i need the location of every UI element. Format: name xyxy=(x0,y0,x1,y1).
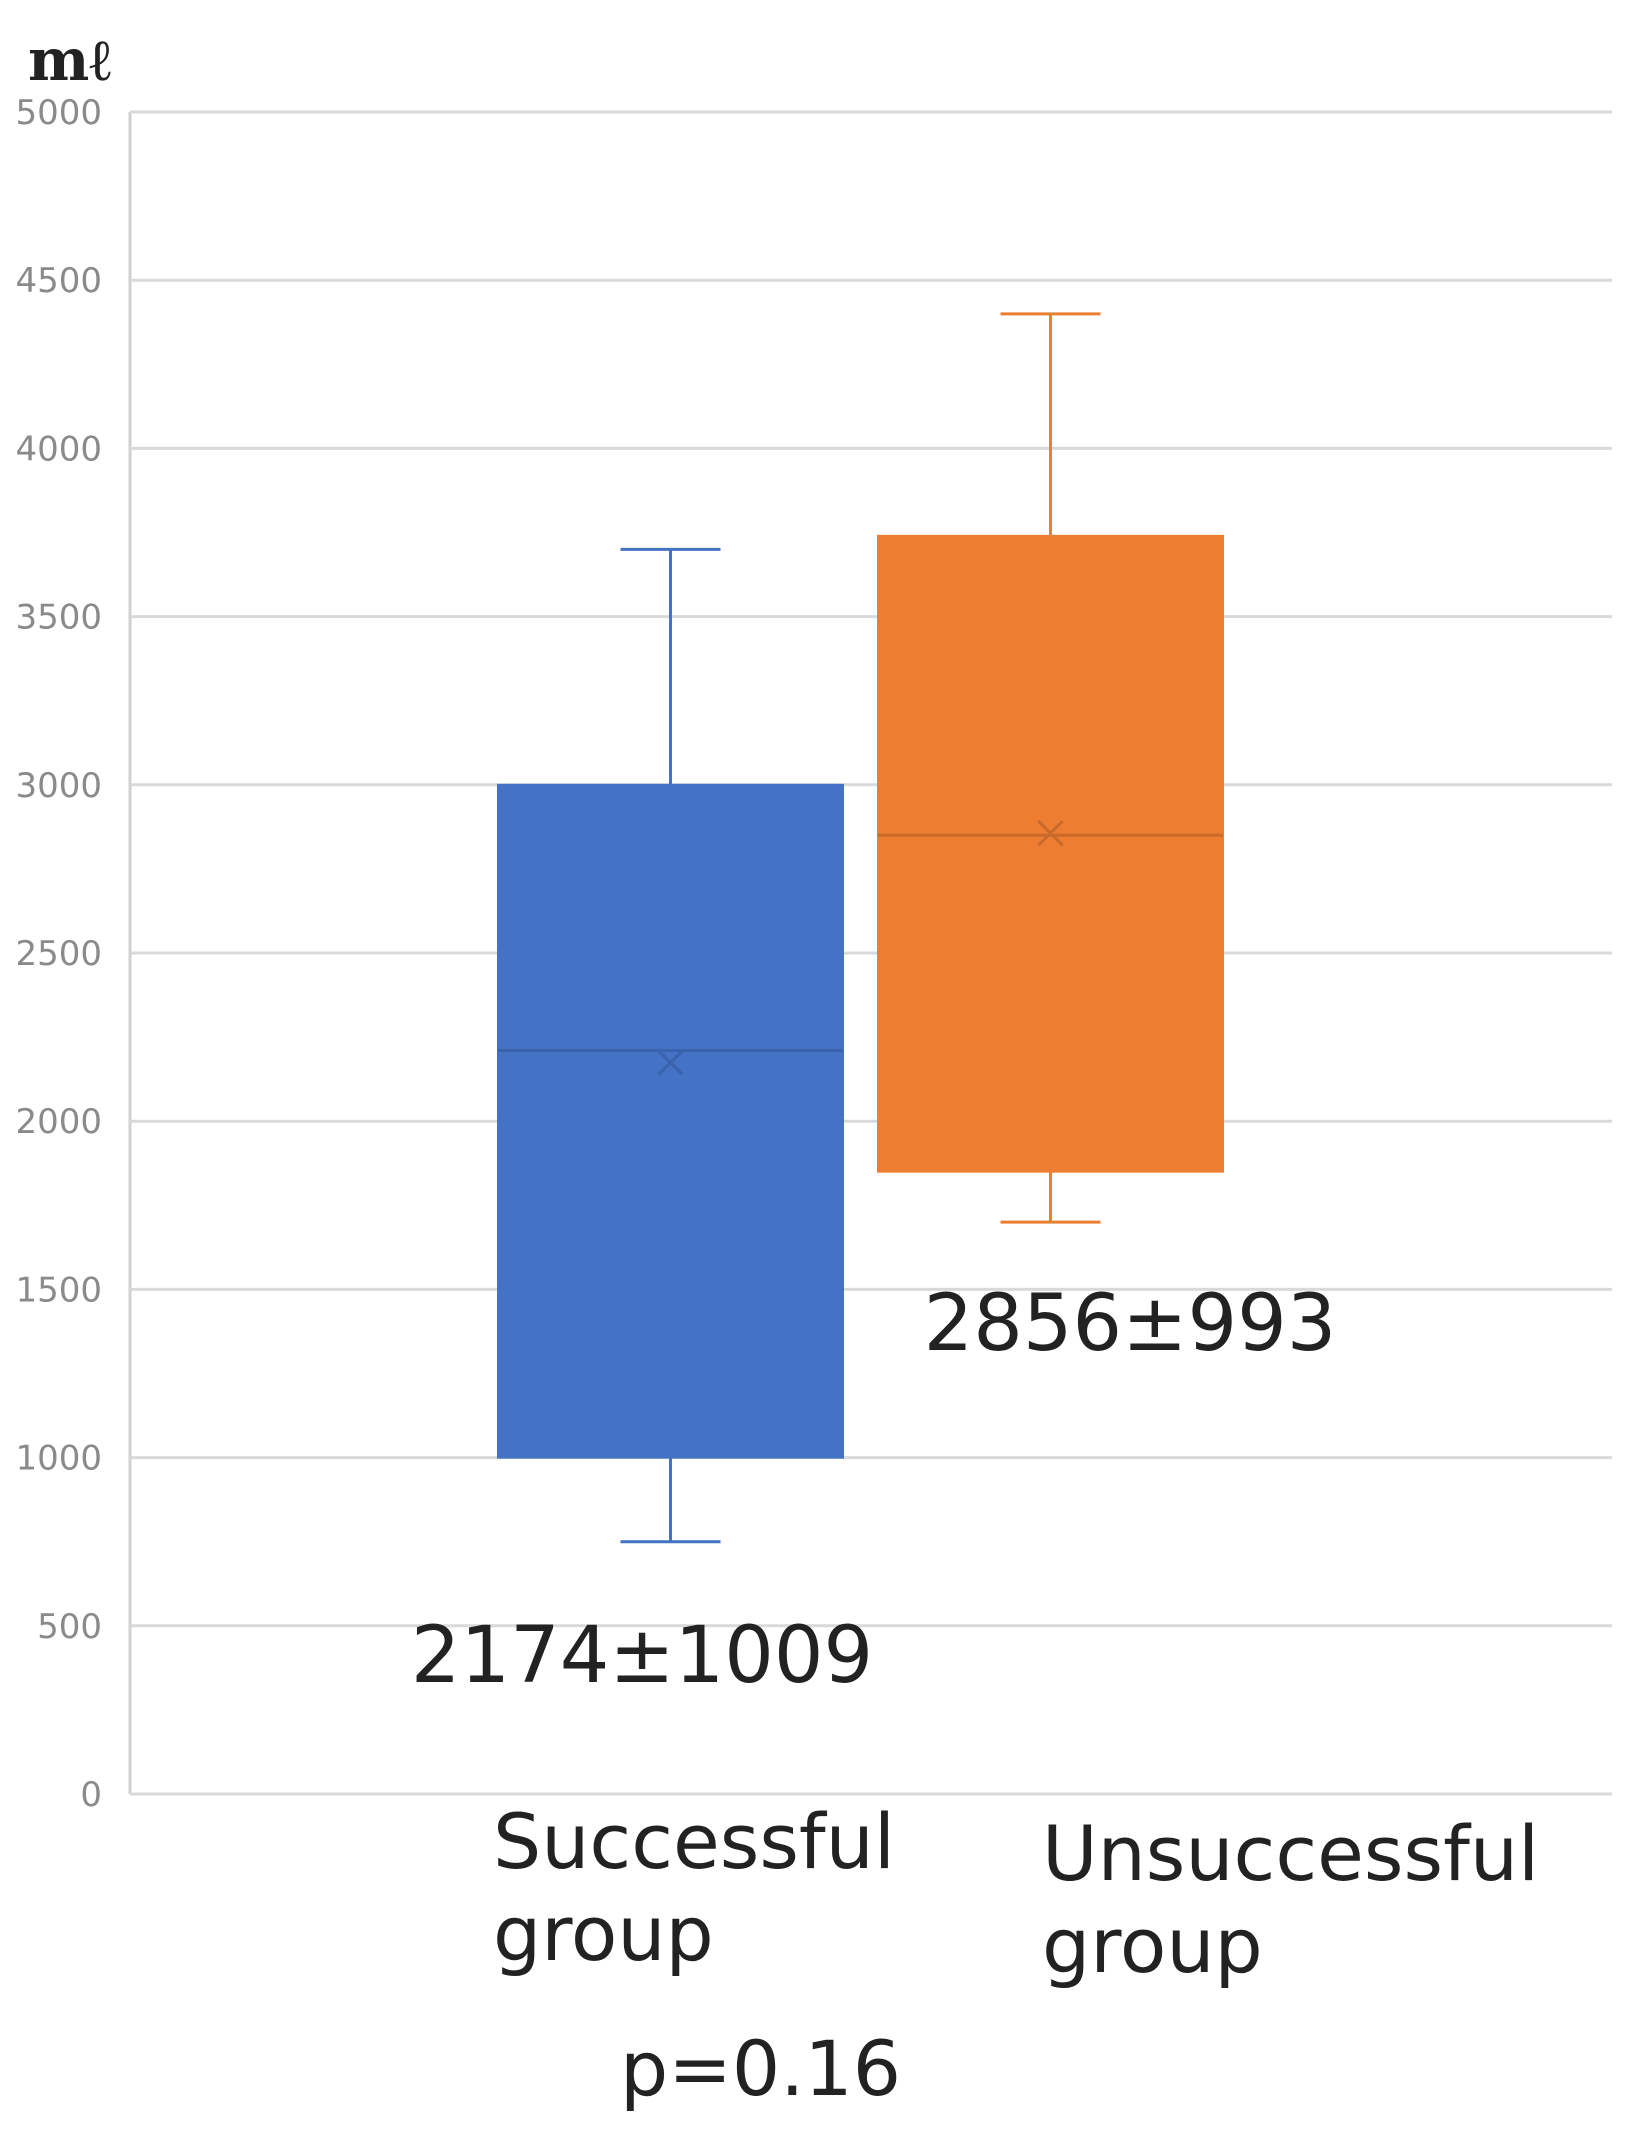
stat-annotations: 2174±1009 2856±993 xyxy=(411,1279,1337,1701)
y-tick-label: 5000 xyxy=(15,93,102,133)
y-tick-label: 500 xyxy=(37,1607,102,1647)
y-axis-unit-label: mℓ xyxy=(28,26,111,94)
stat-annotation: 2856±993 xyxy=(924,1279,1337,1369)
category-label-line: group xyxy=(493,1889,714,1978)
y-tick-label: 4500 xyxy=(15,261,102,301)
y-tick-label: 3500 xyxy=(15,598,102,638)
iqr-box xyxy=(877,534,1224,1173)
gridlines xyxy=(128,110,1612,1796)
y-tick-label: 0 xyxy=(80,1775,102,1815)
y-tick-label: 1000 xyxy=(15,1439,102,1479)
stat-annotation: 2174±1009 xyxy=(411,1611,873,1701)
box-successful xyxy=(497,547,844,1544)
y-tick-label: 4000 xyxy=(15,429,102,469)
category-label-line: Successful xyxy=(493,1797,895,1886)
y-tick-label: 1500 xyxy=(15,1270,102,1310)
category-label-line: group xyxy=(1042,1901,1263,1990)
y-tick-label: 3000 xyxy=(15,766,102,806)
y-tick-label: 2000 xyxy=(15,1102,102,1142)
mean-marker xyxy=(1037,820,1064,847)
p-value-label: p=0.16 xyxy=(620,2024,901,2113)
box-unsuccessful xyxy=(877,312,1224,1224)
boxes xyxy=(497,312,1224,1544)
y-tick-label: 2500 xyxy=(15,934,102,974)
mean-marker xyxy=(657,1049,684,1076)
category-label-line: Unsuccessful xyxy=(1042,1809,1539,1898)
iqr-box xyxy=(497,783,844,1459)
y-axis-ticks: 0 500 1000 1500 2000 2500 3000 3500 4000 4500 5000 xyxy=(15,93,102,1815)
